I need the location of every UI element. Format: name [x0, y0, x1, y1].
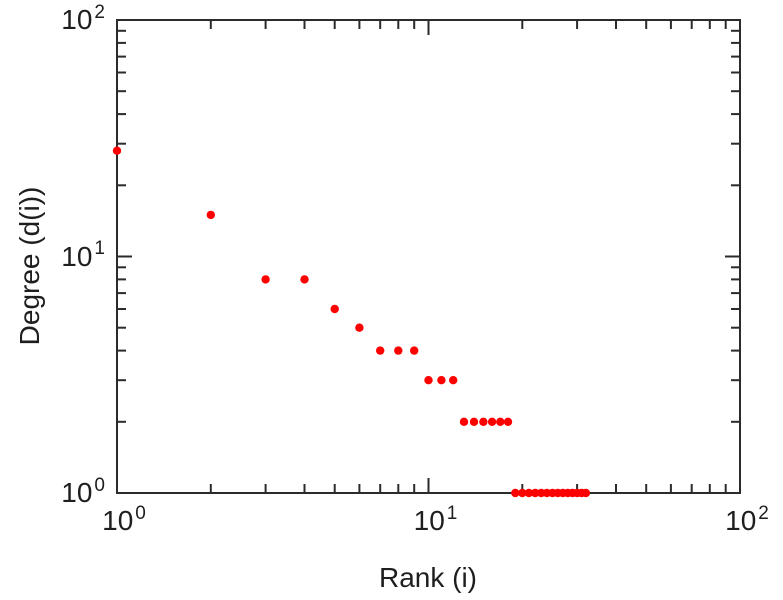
data-point	[330, 304, 339, 314]
tick-exponent: 0	[94, 474, 105, 496]
tick-base: 10	[61, 477, 93, 508]
data-point	[437, 376, 446, 385]
data-point	[469, 417, 479, 426]
data-point	[112, 146, 122, 155]
data-point	[449, 376, 458, 385]
plot-frame	[116, 19, 741, 494]
data-point	[376, 346, 385, 355]
data-point	[261, 275, 270, 284]
y-axis-label: Degree (d(i))	[14, 186, 45, 346]
data-point	[410, 346, 419, 355]
y-tick-label: 10 0	[61, 476, 105, 508]
tick-base: 10	[413, 505, 445, 536]
data-point	[206, 210, 215, 220]
tick-exponent: 1	[446, 502, 458, 524]
y-tick-label: 10 2	[61, 3, 105, 35]
data-point	[394, 346, 403, 355]
data-point	[459, 417, 469, 426]
x-tick-label: 10 0	[102, 504, 146, 536]
data-point	[531, 488, 540, 498]
data-point	[300, 275, 309, 284]
x-axis-label: Rank (i)	[378, 562, 478, 593]
tick-base: 10	[61, 240, 93, 272]
tick-exponent: 2	[758, 502, 769, 524]
x-tick-label: 10 1	[413, 504, 458, 536]
data-point	[487, 417, 497, 426]
data-point	[355, 323, 364, 332]
tick-exponent: 2	[94, 1, 105, 23]
data-point	[518, 488, 527, 498]
tick-base: 10	[61, 4, 93, 35]
tick-base: 10	[102, 505, 134, 536]
data-point	[524, 488, 534, 498]
data-point	[511, 488, 520, 498]
x-tick-label: 10 2	[725, 504, 769, 536]
data-point	[424, 376, 433, 385]
y-tick-label: 10 1	[61, 239, 105, 272]
data-point	[503, 417, 513, 426]
data-point	[581, 488, 591, 498]
tick-exponent: 0	[135, 502, 146, 524]
data-point	[496, 417, 505, 426]
tick-base: 10	[725, 505, 757, 536]
data-point	[479, 417, 488, 426]
tick-exponent: 1	[94, 238, 105, 260]
